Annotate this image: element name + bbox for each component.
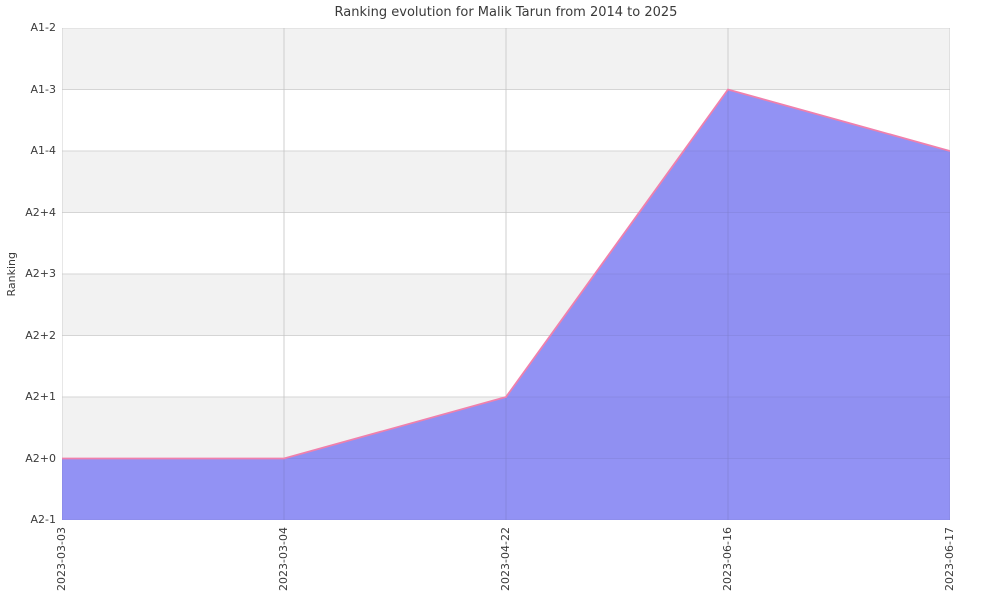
y-tick-label: A2+2 [25,328,56,342]
y-tick-label: A1-3 [30,82,57,96]
ranking-line [62,88,950,460]
y-tick-label: A1-4 [30,144,57,157]
y-tick-label: A1-2 [30,21,57,34]
y-tick-label: A2+3 [25,267,56,280]
plot-area [62,28,950,520]
x-tick-label: 2023-03-03 [55,527,68,591]
ranking-area [62,89,950,520]
x-tick-label: 2023-06-17 [943,527,956,591]
y-tick-label: A2+4 [25,205,56,219]
y-tick-label: A2+0 [25,451,56,465]
y-tick-label: A2+1 [25,390,56,403]
x-tick-label: 2023-04-22 [499,527,512,591]
x-tick-label: 2023-06-16 [721,527,734,591]
x-tick-label: 2023-03-04 [277,527,290,591]
chart-title: Ranking evolution for Malik Tarun from 2… [334,5,678,20]
y-tick-label: A2-1 [30,513,57,526]
